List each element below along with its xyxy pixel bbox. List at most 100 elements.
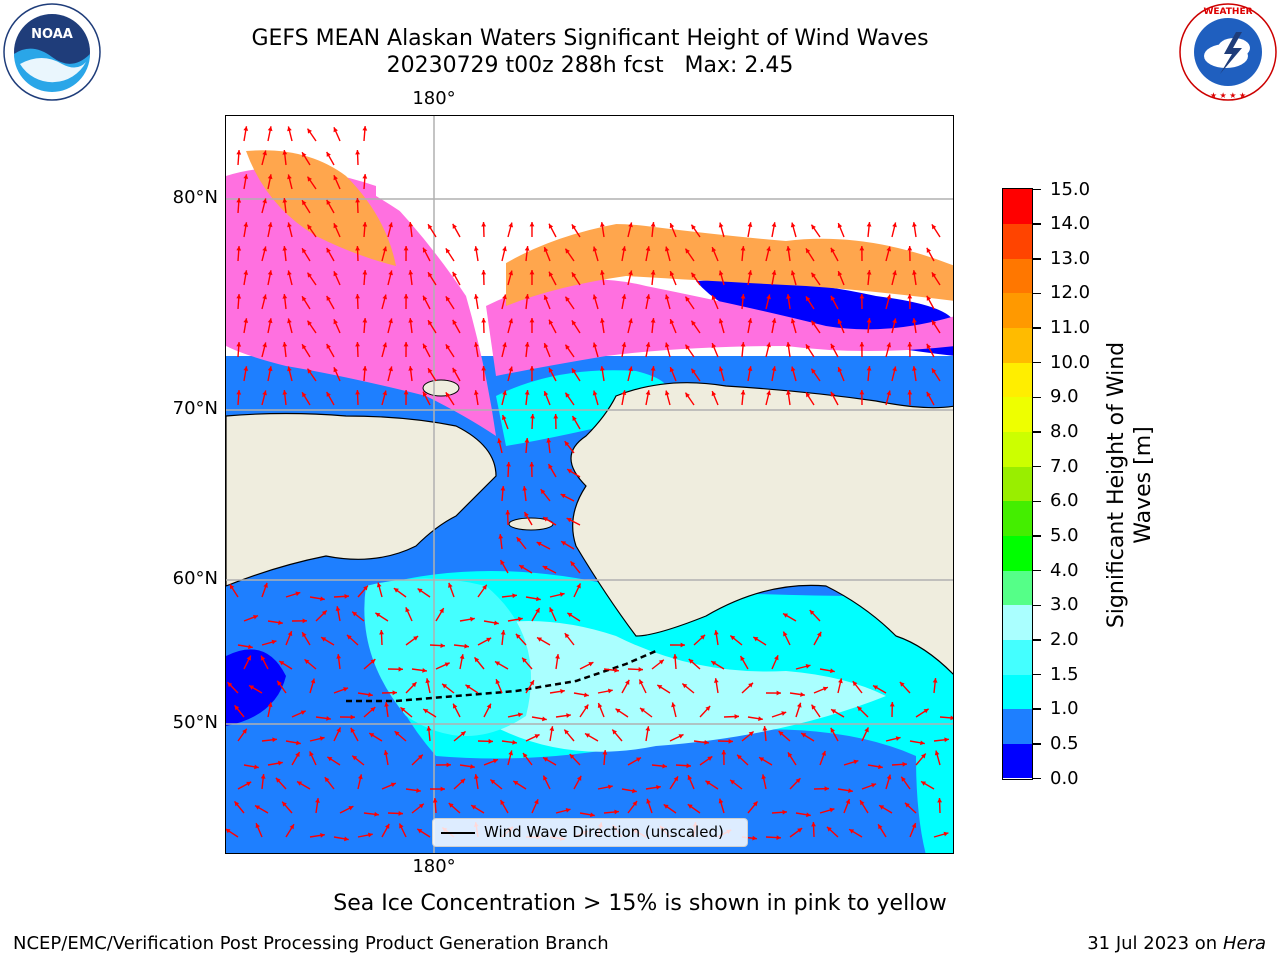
- wave-direction-arrowhead: [524, 390, 530, 395]
- open-area-north: [376, 116, 953, 276]
- colorbar-tick-label: 7.0: [1050, 455, 1079, 477]
- wave-direction-arrowhead: [486, 703, 491, 709]
- wave-direction-arrowhead: [790, 366, 796, 372]
- wave-direction-arrowhead: [625, 679, 630, 685]
- colorbar-segment: [1003, 708, 1032, 744]
- colorbar-tick: [1033, 639, 1041, 641]
- wave-direction-arrowhead: [486, 637, 492, 643]
- wave-direction-arrowhead: [592, 294, 598, 300]
- wave-direction-arrowhead: [783, 631, 788, 637]
- wave-direction-arrowhead: [859, 294, 865, 299]
- wave-direction-arrowhead: [302, 392, 307, 398]
- wave-direction-arrowhead: [886, 342, 892, 348]
- colorbar-segment: [1003, 258, 1032, 294]
- wave-direction-arrowhead: [302, 152, 307, 158]
- wave-direction-arrowhead: [830, 668, 835, 674]
- wave-direction-arrowhead: [691, 368, 696, 374]
- wave-direction-arrowhead: [809, 610, 815, 615]
- wave-direction-arrowhead: [650, 318, 656, 323]
- wave-direction-arrowhead: [564, 729, 570, 735]
- wave-direction-arrowhead: [866, 366, 872, 371]
- wave-direction-arrowhead: [362, 270, 368, 275]
- wave-field-light: [444, 621, 886, 752]
- wave-direction-arrowhead: [546, 438, 552, 443]
- wave-direction-arrowhead: [786, 390, 791, 395]
- figure-subtitle-run: 20230729 t00z 288h fcst Max: 2.45: [386, 53, 794, 78]
- wave-direction-arrowhead: [564, 441, 570, 447]
- wave-direction-arrowhead: [943, 831, 949, 837]
- wave-direction-arrowhead: [907, 342, 913, 347]
- wave-direction-arrowhead: [388, 222, 393, 228]
- wave-direction-arrowhead: [307, 176, 312, 182]
- map-legend: Wind Wave Direction (unscaled): [432, 818, 748, 847]
- wave-direction-arrowhead: [333, 175, 338, 181]
- aleutian-chain: [346, 649, 657, 703]
- wave-direction-arrowhead: [446, 762, 451, 768]
- wave-direction-arrowhead: [236, 246, 242, 251]
- wave-direction-arrowhead: [553, 414, 559, 419]
- wave-direction-arrowhead: [826, 826, 832, 832]
- wave-direction-arrowhead: [567, 612, 573, 618]
- wave-direction-arrowhead: [950, 715, 953, 721]
- wave-direction-arrowhead: [515, 633, 521, 639]
- colorbar-segment: [1003, 223, 1032, 259]
- wave-direction-arrowhead: [403, 342, 409, 347]
- wave-direction-arrowhead: [390, 782, 396, 788]
- wave-direction-arrowhead: [632, 801, 638, 806]
- wave-direction-arrowhead: [530, 414, 535, 419]
- wave-direction-arrowhead: [730, 779, 736, 785]
- colorbar-tick: [1033, 569, 1041, 572]
- nws-logo: WEATHER ★ ★ ★ ★: [1179, 3, 1277, 101]
- wave-direction-arrowhead: [734, 714, 739, 719]
- wave-direction-arrowhead: [536, 596, 541, 602]
- wave-direction-arrowhead: [388, 366, 393, 372]
- wave-direction-arrowhead: [687, 775, 693, 781]
- wave-direction-arrowhead: [236, 294, 242, 299]
- wave-direction-arrowhead: [669, 367, 675, 373]
- wave-direction-arrowhead: [718, 222, 724, 228]
- wave-direction-arrowhead: [728, 738, 733, 744]
- wave-direction-arrowhead: [786, 342, 791, 347]
- wave-direction-arrowhead: [307, 320, 312, 326]
- wave-direction-arrowhead: [748, 682, 754, 688]
- wave-direction-arrowhead: [307, 128, 312, 134]
- wave-direction-arrowhead: [297, 781, 303, 786]
- colorbar-segment: [1003, 396, 1032, 433]
- wave-direction-arrowhead: [747, 222, 753, 228]
- wave-direction-arrowhead: [565, 392, 570, 398]
- wave-direction-arrowhead: [460, 778, 466, 784]
- wave-direction-arrowhead: [362, 366, 368, 371]
- wave-direction-arrowhead: [470, 764, 475, 769]
- wave-direction-arrowhead: [500, 486, 506, 491]
- wave-direction-arrowhead: [393, 588, 399, 593]
- wave-direction-arrowhead: [931, 272, 937, 278]
- wave-direction-arrowhead: [344, 593, 349, 599]
- wave-direction-arrowhead: [508, 270, 514, 276]
- wave-direction-arrowhead: [236, 150, 242, 155]
- wave-direction-arrowhead: [705, 780, 711, 786]
- wave-direction-arrowhead: [932, 678, 938, 683]
- wave-direction-arrowhead: [243, 174, 249, 179]
- wave-direction-arrowhead: [542, 716, 547, 722]
- figure-title: GEFS MEAN Alaskan Waters Significant Hei…: [251, 26, 929, 51]
- wave-direction-arrowhead: [583, 704, 589, 710]
- wave-direction-arrowhead: [892, 366, 897, 372]
- wave-direction-arrowhead: [686, 763, 691, 769]
- wave-direction-arrowhead: [417, 754, 423, 760]
- wave-direction-arrowhead: [795, 778, 801, 784]
- wave-direction-arrowhead: [348, 806, 354, 811]
- wave-direction-arrowhead: [771, 366, 777, 372]
- sea-ice-pink-east: [486, 279, 953, 376]
- wave-direction-arrowhead: [304, 659, 310, 665]
- wave-direction-arrowhead: [567, 469, 573, 474]
- wave-direction-arrowhead: [682, 683, 688, 689]
- wave-direction-arrowhead: [685, 248, 690, 254]
- wave-direction-arrowhead: [672, 654, 678, 659]
- colorbar-segment: [1003, 189, 1032, 225]
- wave-direction-arrowhead: [350, 714, 355, 720]
- wave-direction-arrowhead: [488, 738, 493, 744]
- wave-direction-arrowhead: [585, 733, 591, 738]
- wave-direction-arrowhead: [502, 390, 507, 396]
- wave-direction-arrowhead: [831, 709, 837, 714]
- wave-direction-arrowhead: [645, 726, 651, 731]
